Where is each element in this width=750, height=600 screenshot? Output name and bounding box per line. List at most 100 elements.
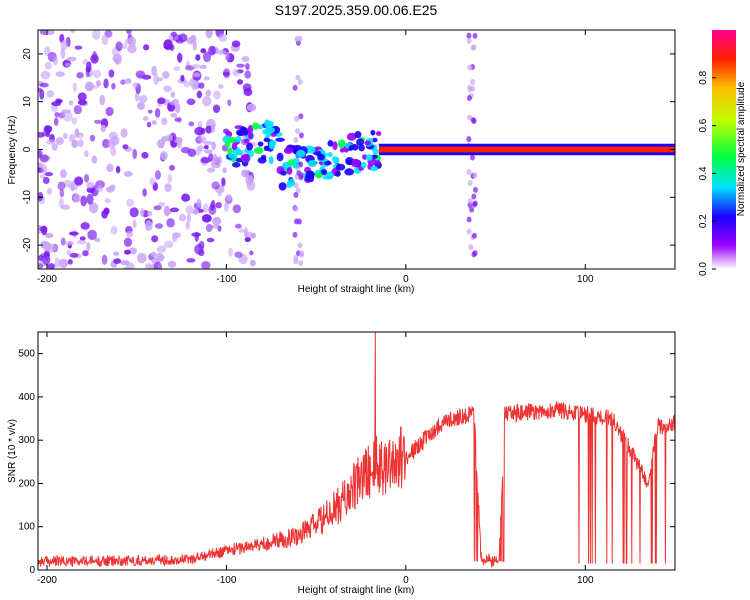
spectrogram-signal-blob — [265, 130, 272, 138]
spectrogram-noise-blob — [57, 181, 66, 191]
spectrogram-noise-blob — [38, 191, 44, 202]
snr-x-label: Height of straight line (km) — [298, 585, 415, 596]
spectrogram-noise-blob — [129, 247, 137, 255]
spectrogram-noise-blob — [132, 219, 137, 229]
spectrogram-x-label: Height of straight line (km) — [298, 284, 415, 295]
spectrogram-noise-blob — [41, 131, 48, 137]
spectrogram-noise-blob — [222, 71, 230, 77]
spectrogram-noise-blob — [245, 62, 250, 70]
spectrogram-noise-blob — [217, 225, 222, 232]
spectrogram-noise-blob — [108, 131, 118, 140]
y-tick-label: 200 — [18, 478, 35, 489]
spectrogram-noise-blob — [191, 63, 201, 70]
spectrogram-streak-blob — [467, 114, 473, 121]
spectrogram-signal-blob — [344, 168, 355, 176]
spectrogram-streak-blob — [471, 193, 477, 200]
spectrogram-noise-blob — [101, 254, 108, 265]
spectrogram-signal-blob — [275, 137, 285, 142]
spectrogram-noise-blob — [69, 252, 79, 258]
spectrogram-streak-blob — [297, 35, 303, 42]
spectrogram-streak-blob — [473, 186, 479, 193]
spectrogram-noise-blob — [76, 239, 87, 245]
spectrogram-noise-blob — [208, 45, 216, 56]
spectrogram-signal-blob — [227, 137, 238, 144]
spectrogram-noise-blob — [44, 61, 52, 70]
spectrogram-marks — [38, 30, 675, 269]
spectrogram-noise-blob — [100, 124, 107, 133]
spectrogram-noise-blob — [64, 62, 71, 68]
spectrogram-noise-blob — [129, 207, 139, 218]
spectrogram-streak-blob — [471, 201, 477, 208]
spectrogram-signal-blob — [375, 131, 382, 137]
spectrogram-noise-blob — [227, 99, 232, 107]
spectrogram-streak-blob — [470, 44, 476, 51]
spectrogram-noise-blob — [238, 228, 245, 233]
spectrogram-signal-blob — [227, 147, 233, 156]
spectrogram-noise-blob — [87, 229, 98, 240]
spectrogram-noise-blob — [107, 138, 116, 150]
spectrogram-noise-blob — [110, 147, 117, 157]
spectrogram-noise-blob — [175, 38, 184, 44]
snr-panel: -200 -100 0 100 0 100 200 300 400 500 Height of … — [7, 331, 676, 596]
spectrogram-noise-blob — [104, 198, 111, 204]
spectrogram-noise-blob — [105, 106, 114, 117]
spectrogram-noise-blob — [170, 91, 175, 98]
spectrogram-noise-blob — [201, 261, 211, 269]
spectrogram-signal-blob — [334, 170, 341, 177]
spectrogram-noise-blob — [60, 39, 68, 51]
spectrogram-streak-blob — [470, 85, 476, 92]
spectrogram-noise-blob — [66, 249, 72, 256]
spectrogram-noise-blob — [236, 63, 245, 68]
spectrogram-noise-blob — [86, 187, 96, 194]
spectrogram-noise-blob — [223, 202, 229, 213]
spectrogram-noise-blob — [72, 193, 81, 203]
spectrogram-noise-blob — [163, 240, 174, 249]
spectrogram-noise-blob — [187, 148, 197, 157]
colorbar-gradient — [712, 30, 736, 269]
spectrogram-noise-blob — [113, 258, 122, 265]
spectrogram-noise-blob — [147, 210, 153, 217]
spectrogram-noise-blob — [141, 151, 149, 159]
colorbar-tick-label: 0.8 — [698, 70, 709, 84]
spectrogram-noise-blob — [103, 207, 110, 215]
spectrogram-noise-blob — [55, 71, 65, 77]
spectrogram-noise-blob — [205, 89, 212, 97]
spectrogram-noise-blob — [39, 82, 49, 88]
spectrogram-noise-blob — [123, 171, 133, 177]
spectrogram-streak-blob — [293, 192, 299, 199]
spectrogram-noise-blob — [218, 84, 224, 89]
spectrogram-noise-blob — [192, 40, 197, 51]
spectrogram-noise-blob — [39, 154, 49, 163]
spectrogram-noise-blob — [185, 221, 191, 230]
spectrogram-noise-blob — [225, 194, 232, 201]
colorbar-tick-label: 0.0 — [698, 262, 709, 276]
spectrogram-streak-blob — [472, 250, 478, 257]
spectrogram-noise-blob — [39, 89, 45, 100]
spectrogram-noise-blob — [69, 184, 79, 191]
spectrogram-noise-blob — [132, 148, 138, 159]
spectrogram-noise-blob — [59, 189, 65, 198]
y-tick-label: 100 — [18, 522, 35, 533]
spectrogram-noise-blob — [186, 214, 192, 223]
spectrogram-signal-blob — [263, 137, 271, 143]
spectrogram-noise-blob — [82, 250, 89, 257]
spectrogram-noise-blob — [90, 54, 99, 64]
spectrogram-noise-blob — [196, 198, 202, 208]
spectrogram-streak-blob — [292, 84, 298, 91]
spectrogram-noise-blob — [176, 52, 183, 63]
spectrogram-noise-blob — [156, 77, 164, 82]
colorbar-ticks: 0.0 0.2 0.4 0.6 0.8 — [698, 70, 716, 276]
spectrogram-noise-blob — [83, 174, 90, 183]
spectrogram-signal-blob — [296, 149, 306, 158]
spectrogram-noise-blob — [41, 254, 51, 265]
spectrogram-noise-blob — [171, 232, 178, 243]
spectrogram-streak-blob — [471, 118, 477, 125]
spectrogram-noise-blob — [66, 56, 77, 62]
spectrogram-noise-blob — [51, 101, 62, 107]
spectrogram-streak-blob — [466, 136, 472, 143]
spectrogram-noise-blob — [159, 255, 165, 261]
spectrogram-signal-blob — [268, 139, 277, 146]
spectrogram-noise-blob — [39, 174, 46, 179]
spectrogram-signal-blob — [324, 161, 332, 166]
spectrogram-noise-blob — [77, 139, 84, 148]
